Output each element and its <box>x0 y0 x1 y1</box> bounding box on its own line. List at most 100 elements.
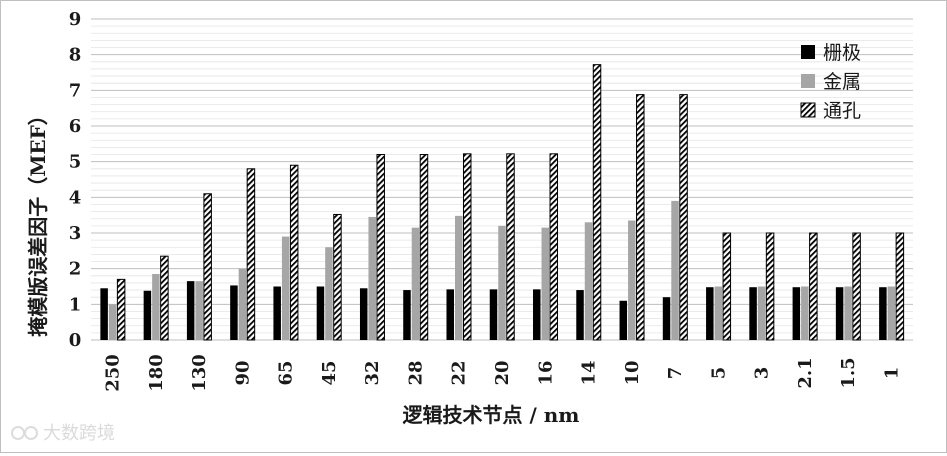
bar-series-1-10 <box>628 220 636 340</box>
bar-series-1-180 <box>152 274 160 340</box>
bar-series-0-16 <box>533 289 541 340</box>
watermark: 大数跨境 <box>11 423 115 444</box>
x-axis-title: 逻辑技术节点 / nm <box>403 403 580 427</box>
bar-series-1-5 <box>714 286 723 340</box>
legend-label-2: 通孔 <box>823 100 861 122</box>
bar-series-2-20 <box>506 153 515 341</box>
x-tick-label: 65 <box>276 360 297 385</box>
x-tick-label: 16 <box>535 360 556 385</box>
x-tick-label: 10 <box>622 360 643 385</box>
bar-series-1-3 <box>757 286 766 340</box>
bar-series-0-65 <box>273 286 281 340</box>
y-tick-label: 7 <box>69 80 82 101</box>
y-tick-label: 6 <box>69 116 82 137</box>
bar-series-1-22 <box>454 215 463 340</box>
bar-series-1-45 <box>325 247 333 340</box>
bar-series-0-180 <box>143 290 152 340</box>
bar-series-1-16 <box>541 227 550 340</box>
bar-series-2-28 <box>419 154 429 341</box>
x-tick-label: 90 <box>232 360 253 385</box>
bar-series-2-65 <box>289 164 299 341</box>
bar-series-0-7 <box>662 297 671 340</box>
y-tick-label: 2 <box>69 259 82 280</box>
bar-series-2-1.5 <box>852 232 861 341</box>
x-tick-label: 3 <box>752 367 773 380</box>
y-tick-label: 0 <box>69 330 82 351</box>
x-tick-label: 28 <box>405 360 426 385</box>
y-tick-label: 9 <box>69 9 82 30</box>
y-tick-label: 8 <box>69 45 82 66</box>
bar-series-2-1 <box>895 232 905 341</box>
y-tick-labels: 0 1 2 3 4 5 6 7 8 9 <box>69 9 82 351</box>
x-tick-label: 130 <box>189 354 210 392</box>
y-tick-label: 5 <box>69 152 82 173</box>
bar-series-2-7 <box>679 94 688 341</box>
bar-series-0-14 <box>576 290 584 340</box>
bar-series-2-14 <box>592 64 602 341</box>
bar-series-0-20 <box>489 289 498 340</box>
legend-swatch-2 <box>800 102 816 118</box>
bar-series-1-32 <box>368 216 376 340</box>
bar-series-2-16 <box>549 153 559 341</box>
bar-series-1-1.5 <box>844 286 852 340</box>
bar-series-1-7 <box>671 200 679 340</box>
bar-series-2-90 <box>246 168 256 341</box>
bar-series-1-28 <box>411 227 420 340</box>
legend-label-1: 金属 <box>823 71 861 93</box>
bar-series-2-45 <box>333 213 342 341</box>
legend-label-0: 栅极 <box>823 42 861 64</box>
bar-series-2-250 <box>116 278 126 341</box>
x-tick-label: 32 <box>362 360 383 385</box>
bar-series-0-130 <box>186 281 195 340</box>
bar-series-0-22 <box>446 289 454 340</box>
y-tick-label: 4 <box>69 187 82 208</box>
y-tick-label: 1 <box>69 294 82 315</box>
bar-series-0-90 <box>230 285 238 340</box>
bar-series-0-45 <box>316 286 325 340</box>
y-tick-label: 3 <box>69 223 82 244</box>
bar-series-0-28 <box>403 290 411 340</box>
x-tick-label: 5 <box>708 367 729 380</box>
bar-series-1-130 <box>195 281 203 340</box>
legend-swatch-0 <box>801 45 815 59</box>
bar-series-1-65 <box>281 236 290 340</box>
bar-series-1-14 <box>584 222 593 340</box>
bar-series-2-2.1 <box>809 232 818 341</box>
bar-series-0-250 <box>100 288 108 340</box>
x-tick-labels: 250 180 130 90 65 45 32 28 22 20 16 14 10 7 5 3 2.1 1.5 1 <box>103 354 903 392</box>
bar-series-0-1.5 <box>835 287 844 340</box>
x-tick-label: 14 <box>579 360 600 385</box>
legend-swatch-1 <box>801 74 815 88</box>
bar-series-2-10 <box>636 94 645 341</box>
bar-series <box>100 64 905 341</box>
bar-series-0-5 <box>706 287 714 340</box>
bar-series-0-3 <box>749 287 757 340</box>
bar-series-1-250 <box>108 304 117 340</box>
x-tick-label: 7 <box>665 367 686 380</box>
bar-series-2-22 <box>462 153 472 341</box>
x-tick-label: 20 <box>492 360 513 385</box>
bar-series-1-20 <box>498 225 506 340</box>
bar-series-1-1 <box>887 286 896 340</box>
bar-series-1-2.1 <box>801 286 809 340</box>
bar-series-2-3 <box>765 232 775 341</box>
x-tick-label: 1 <box>881 367 902 380</box>
bar-series-1-90 <box>238 268 247 340</box>
x-tick-label: 2.1 <box>795 357 816 388</box>
x-tick-label: 250 <box>103 354 124 392</box>
bar-series-2-5 <box>722 232 732 341</box>
bar-series-0-10 <box>619 300 628 340</box>
infinity-logo-icon <box>11 426 38 440</box>
bar-series-0-2.1 <box>792 287 801 340</box>
x-tick-label: 22 <box>449 360 470 385</box>
watermark-text: 大数跨境 <box>43 423 115 444</box>
bar-series-2-180 <box>160 255 169 341</box>
x-tick-label: 180 <box>146 354 167 392</box>
bar-series-0-1 <box>879 287 887 340</box>
y-axis-title: 掩模版误差因子（MEF） <box>26 105 50 337</box>
bar-series-2-130 <box>203 193 212 341</box>
bar-series-0-32 <box>359 288 368 340</box>
